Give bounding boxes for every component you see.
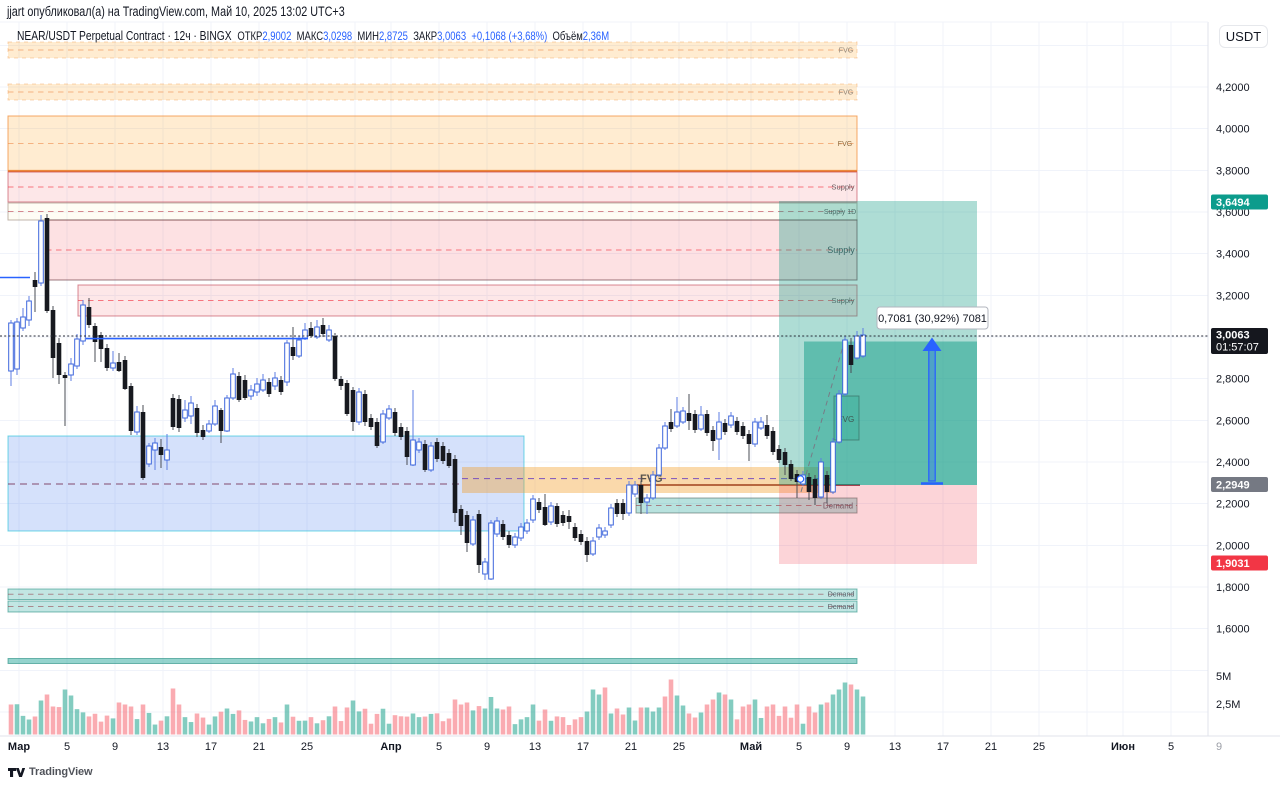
svg-text:Supply: Supply bbox=[832, 296, 855, 305]
svg-text:9: 9 bbox=[112, 741, 118, 753]
svg-text:2,4000: 2,4000 bbox=[1216, 457, 1250, 469]
svg-text:5: 5 bbox=[436, 741, 442, 753]
svg-text:3,2000: 3,2000 bbox=[1216, 291, 1250, 303]
svg-text:Май: Май bbox=[740, 741, 762, 753]
svg-text:9: 9 bbox=[484, 741, 490, 753]
svg-text:FVG: FVG bbox=[839, 89, 853, 96]
svg-text:Апр: Апр bbox=[380, 741, 402, 753]
svg-text:9: 9 bbox=[844, 741, 850, 753]
svg-text:3,8000: 3,8000 bbox=[1216, 166, 1250, 178]
svg-text:13: 13 bbox=[157, 741, 169, 753]
svg-text:2,8000: 2,8000 bbox=[1216, 374, 1250, 386]
svg-text:5: 5 bbox=[1168, 741, 1174, 753]
svg-text:13: 13 bbox=[529, 741, 541, 753]
svg-text:3,6000: 3,6000 bbox=[1216, 207, 1250, 219]
svg-text:Supply: Supply bbox=[832, 183, 855, 192]
svg-text:13: 13 bbox=[889, 741, 901, 753]
svg-text:3,0063: 3,0063 bbox=[1216, 330, 1250, 342]
svg-text:FVG: FVG bbox=[838, 141, 852, 148]
svg-text:2,2000: 2,2000 bbox=[1216, 499, 1250, 511]
svg-text:5: 5 bbox=[64, 741, 70, 753]
svg-text:1,9031: 1,9031 bbox=[1216, 558, 1250, 570]
svg-text:5: 5 bbox=[796, 741, 802, 753]
svg-text:2,6000: 2,6000 bbox=[1216, 416, 1250, 428]
svg-text:21: 21 bbox=[625, 741, 637, 753]
svg-text:3,4000: 3,4000 bbox=[1216, 249, 1250, 261]
svg-text:FVG: FVG bbox=[839, 47, 853, 54]
svg-text:25: 25 bbox=[301, 741, 313, 753]
svg-text:0,7081 (30,92%) 7081: 0,7081 (30,92%) 7081 bbox=[878, 313, 987, 325]
svg-text:1,8000: 1,8000 bbox=[1216, 582, 1250, 594]
svg-text:4,0000: 4,0000 bbox=[1216, 124, 1250, 136]
svg-text:25: 25 bbox=[673, 741, 685, 753]
svg-text:4,2000: 4,2000 bbox=[1216, 82, 1250, 94]
svg-text:Demand: Demand bbox=[828, 604, 855, 611]
svg-text:17: 17 bbox=[205, 741, 217, 753]
svg-text:Supply: Supply bbox=[827, 245, 855, 255]
svg-text:25: 25 bbox=[1033, 741, 1045, 753]
svg-text:Мар: Мар bbox=[8, 741, 30, 753]
svg-text:21: 21 bbox=[985, 741, 997, 753]
svg-text:Июн: Июн bbox=[1111, 741, 1135, 753]
svg-text:01:57:07: 01:57:07 bbox=[1216, 342, 1259, 354]
svg-text:Supply 1D: Supply 1D bbox=[824, 209, 856, 216]
svg-text:17: 17 bbox=[937, 741, 949, 753]
svg-text:Demand: Demand bbox=[828, 592, 855, 599]
svg-text:5М: 5М bbox=[1216, 671, 1231, 683]
svg-text:2,0000: 2,0000 bbox=[1216, 541, 1250, 553]
svg-text:2,5М: 2,5М bbox=[1216, 699, 1240, 711]
svg-text:2,2949: 2,2949 bbox=[1216, 480, 1250, 492]
svg-text:17: 17 bbox=[577, 741, 589, 753]
svg-text:21: 21 bbox=[253, 741, 265, 753]
svg-text:3,6494: 3,6494 bbox=[1216, 197, 1251, 209]
svg-text:Demand: Demand bbox=[823, 501, 853, 510]
svg-text:9: 9 bbox=[1216, 741, 1222, 753]
svg-text:1,6000: 1,6000 bbox=[1216, 624, 1250, 636]
svg-text:FVG: FVG bbox=[838, 415, 854, 424]
